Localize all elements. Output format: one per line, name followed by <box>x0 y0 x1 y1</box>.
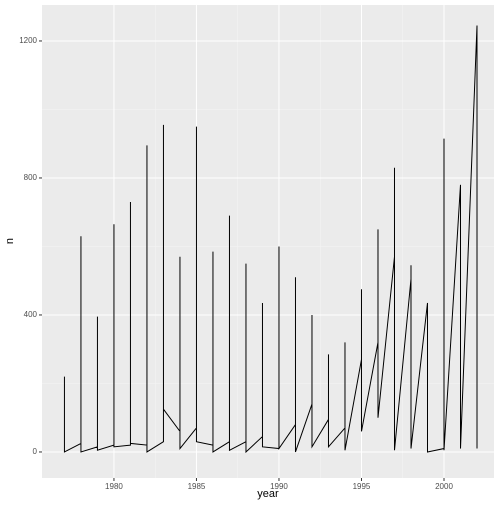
x-tick-label: 2000 <box>435 482 453 491</box>
line <box>63 25 478 454</box>
y-axis-title: n <box>4 238 16 244</box>
y-tick-label: 400 <box>24 310 38 319</box>
y-tick-label: 800 <box>24 173 38 182</box>
x-tick-label: 1980 <box>105 482 123 491</box>
panel <box>42 5 494 478</box>
x-tick-label: 1985 <box>188 482 206 491</box>
x-axis-title: year <box>257 488 279 500</box>
y-tick-label: 0 <box>33 447 38 456</box>
x-tick-label: 1990 <box>270 482 288 491</box>
x-tick-label: 1995 <box>353 482 371 491</box>
y-tick-label: 1200 <box>19 36 37 45</box>
